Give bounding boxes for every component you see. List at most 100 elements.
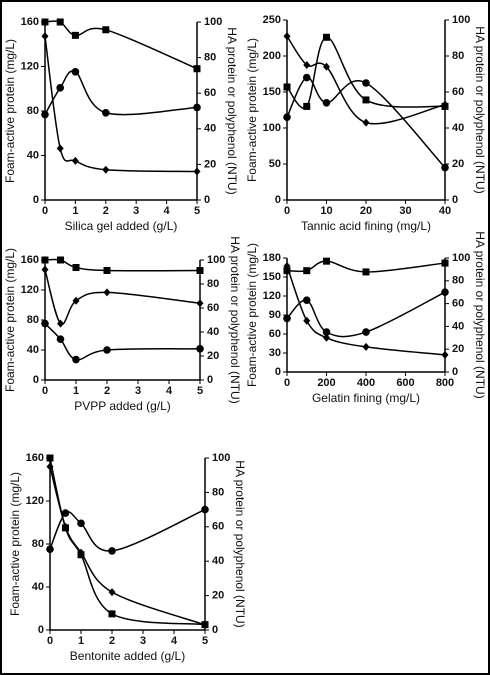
circle-marker [71, 68, 80, 76]
y-axis-label: Foam-active protein (mg/L) [8, 472, 22, 616]
y-tick-label: 40 [27, 149, 39, 161]
circle-marker [302, 73, 311, 82]
diamond-marker [303, 61, 311, 69]
x-tick-label: 0 [42, 385, 48, 397]
x-tick-label: 2 [103, 205, 109, 217]
x-tick-label: 5 [202, 635, 208, 647]
y-tick-label: 50 [269, 158, 281, 170]
y2-tick-label: 80 [212, 486, 224, 498]
y2-tick-label: 40 [452, 122, 464, 134]
diamond-marker [62, 522, 69, 531]
y-tick-label: 80 [27, 105, 39, 117]
circle-marker [46, 545, 54, 553]
y-axis-label: Foam-active protein (mg/L) [3, 248, 17, 392]
circle-marker [41, 319, 49, 328]
y2-tick-label: 80 [452, 50, 464, 62]
y-tick-label: 250 [263, 14, 281, 26]
x-tick-label: 2 [104, 385, 110, 397]
circle-marker [322, 328, 331, 336]
diamond-marker [323, 62, 330, 71]
y-axis-label: Foam-active protein (mg/L) [245, 38, 259, 182]
diamond-marker [303, 316, 311, 325]
square-marker [72, 264, 80, 271]
y-axis-label: Foam-active protein (mg/L) [245, 243, 259, 387]
y2-tick-label: 100 [207, 254, 225, 266]
y2-tick-label: 100 [452, 252, 470, 264]
x-tick-label: 600 [396, 377, 414, 389]
y2-tick-label: 40 [212, 555, 224, 567]
y-tick-label: 60 [269, 328, 281, 340]
y-tick-label: 180 [263, 252, 281, 264]
diamond-marker [201, 620, 209, 629]
square-marker [303, 267, 311, 275]
y2-axis-label: HA protein or polyphenol (NTU) [225, 27, 239, 194]
square-marker [323, 257, 330, 265]
y-tick-label: 200 [263, 50, 281, 62]
x-axis-label: Silica gel added (g/L) [65, 219, 178, 233]
circle-marker [102, 108, 110, 117]
square-marker [102, 26, 110, 34]
square-marker [41, 18, 49, 26]
x-tick-label: 0 [47, 635, 53, 647]
y-tick-label: 0 [33, 194, 39, 206]
series-line [44, 258, 201, 272]
square-marker [362, 268, 370, 276]
x-tick-label: 4 [171, 635, 178, 647]
x-tick-label: 30 [399, 205, 411, 217]
y-tick-label: 160 [21, 254, 39, 266]
y2-tick-label: 0 [452, 194, 458, 206]
y2-tick-label: 20 [204, 158, 216, 170]
square-marker [57, 256, 64, 264]
x-tick-label: 3 [133, 205, 139, 217]
y-tick-label: 100 [263, 122, 281, 134]
y2-tick-label: 20 [452, 158, 464, 170]
diamond-marker [71, 156, 79, 165]
diamond-marker [108, 588, 116, 597]
y2-tick-label: 100 [452, 14, 470, 26]
diamond-marker [41, 265, 49, 274]
y2-tick-label: 80 [204, 52, 216, 64]
diamond-marker [103, 288, 111, 297]
circle-marker [41, 110, 49, 119]
y-tick-label: 30 [269, 347, 281, 359]
x-tick-label: 0 [42, 205, 48, 217]
x-tick-label: 2 [109, 635, 115, 647]
x-tick-label: 4 [164, 205, 171, 217]
diamond-marker [72, 296, 80, 305]
y2-axis-label: HA protein or polyphenol (NTU) [228, 236, 242, 403]
diamond-marker [46, 462, 54, 471]
y-tick-label: 120 [26, 495, 44, 507]
y-tick-label: 150 [263, 86, 281, 98]
y2-tick-label: 0 [204, 194, 210, 206]
diamond-marker [193, 167, 201, 176]
x-axis-label: PVPP added (g/L) [74, 399, 171, 413]
y-tick-label: 0 [275, 194, 281, 206]
x-axis-label: Tannic acid fining (mg/L) [301, 219, 431, 233]
x-tick-label: 20 [360, 205, 372, 217]
x-tick-label: 0 [284, 205, 290, 217]
x-tick-label: 3 [140, 635, 146, 647]
y-tick-label: 120 [263, 290, 281, 302]
circle-marker [56, 84, 64, 92]
circle-marker [362, 328, 370, 336]
square-marker [56, 18, 64, 26]
diamond-marker [56, 144, 64, 153]
x-tick-label: 0 [284, 377, 290, 389]
y2-axis-label: HA protein or polyphenol (NTU) [233, 460, 247, 627]
y-tick-label: 120 [21, 60, 39, 72]
circle-marker [441, 288, 449, 297]
x-tick-label: 10 [320, 205, 332, 217]
y-tick-label: 0 [38, 624, 44, 636]
diamond-marker [57, 319, 64, 328]
y2-axis-label: HA protein or polyphenol (NTU) [473, 26, 487, 193]
circle-marker [108, 547, 116, 555]
y-tick-label: 160 [21, 16, 39, 28]
square-marker [441, 259, 449, 267]
series-line [44, 36, 198, 173]
y2-tick-label: 100 [204, 16, 222, 28]
x-tick-label: 1 [73, 385, 79, 397]
y-tick-label: 80 [27, 314, 39, 326]
y2-tick-label: 20 [452, 343, 464, 355]
